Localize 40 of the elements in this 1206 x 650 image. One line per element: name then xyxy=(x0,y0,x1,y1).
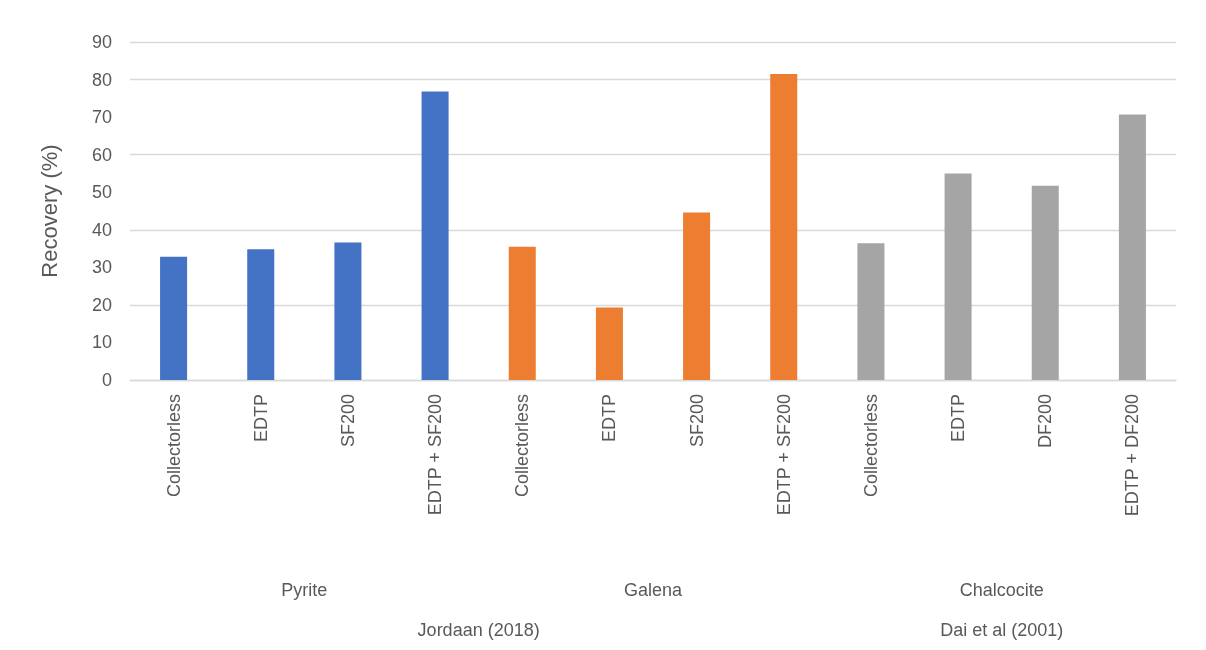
y-tick-label: 20 xyxy=(91,294,112,315)
y-tick-label: 70 xyxy=(91,107,112,128)
y-tick-label: 50 xyxy=(91,182,112,203)
y-tick-label: 60 xyxy=(91,144,112,165)
x-tick-label: Collectorless xyxy=(512,394,533,498)
y-tick-label: 30 xyxy=(91,257,112,278)
text: Pyrite xyxy=(281,580,328,600)
y-tick-label: 0 xyxy=(101,370,112,390)
bar xyxy=(944,173,972,380)
bar xyxy=(421,91,449,380)
x-tick-label: DF200 xyxy=(1035,394,1056,449)
text: Dai et al (2001) xyxy=(940,620,1064,640)
bar xyxy=(857,243,885,380)
x-tick-label: EDTP + SF200 xyxy=(773,394,794,516)
y-tick-label: 90 xyxy=(91,32,112,52)
x-tick-label: EDTP xyxy=(250,394,271,443)
bar xyxy=(1031,185,1059,380)
x-tick-label: SF200 xyxy=(686,394,707,448)
y-axis-title: Recovery (%) xyxy=(36,144,62,278)
y-tick-label: 10 xyxy=(91,332,112,353)
bar xyxy=(1118,114,1146,380)
x-tick-label: EDTP + SF200 xyxy=(425,394,446,516)
x-tick-label: Collectorless xyxy=(163,394,184,498)
bar xyxy=(334,242,362,380)
bar xyxy=(770,73,798,380)
text: Chalcocite xyxy=(959,580,1044,600)
y-tick-label: 40 xyxy=(91,219,112,240)
bar xyxy=(508,246,536,380)
text: Jordaan (2018) xyxy=(417,620,540,640)
bar xyxy=(160,256,188,380)
bar xyxy=(247,249,275,380)
bar xyxy=(595,307,623,380)
x-tick-label: EDTP xyxy=(599,394,620,443)
bar xyxy=(683,212,711,380)
x-tick-label: Collectorless xyxy=(860,394,881,498)
text: Galena xyxy=(623,580,684,600)
x-tick-label: SF200 xyxy=(337,394,358,448)
x-tick-label: EDTP + DF200 xyxy=(1122,394,1143,517)
x-tick-label: EDTP xyxy=(948,394,969,443)
y-tick-label: 80 xyxy=(91,69,112,90)
